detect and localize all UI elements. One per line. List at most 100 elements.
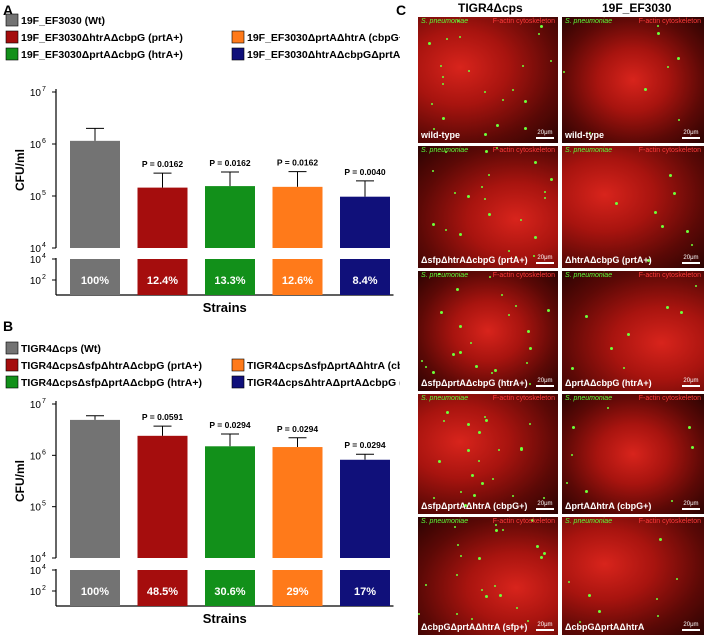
bacteria-spot (441, 82, 444, 85)
bar-lower (272, 259, 323, 295)
bacteria-spot (483, 415, 486, 418)
micrograph: S. pneumoniae F-actin cytoskeleton ΔprtAΔc… (562, 271, 704, 391)
bacteria-spot (490, 371, 493, 374)
scale-line (682, 137, 700, 139)
scale-label: 20μm (683, 130, 699, 136)
panel-b-letter: B (3, 318, 14, 334)
scale-label: 20μm (537, 378, 553, 384)
bacteria-spot (454, 526, 457, 529)
bacteria-spot (528, 422, 531, 425)
percent-label: 48.5% (147, 586, 178, 598)
bacteria-spot (496, 124, 500, 128)
bacteria-spot (607, 407, 610, 410)
scale-bar: 20μm (536, 130, 554, 139)
bacteria-spot (539, 24, 543, 28)
strain-label: ΔprtAΔcbpG (htrA+) (565, 378, 652, 388)
bacteria-spot (455, 612, 458, 615)
chart-b: TIGR4Δcps (Wt) TIGR4ΔcpsΔsfpΔhtrAΔcbpG (p… (5, 341, 400, 626)
legend-label: TIGR4Δcps (Wt) (21, 343, 101, 355)
bacteria-spot (497, 449, 500, 452)
bacteria-spot (677, 57, 681, 61)
y-tick-exponent: 4 (42, 242, 46, 249)
bacteria-spot (440, 64, 443, 67)
bacteria-spot (520, 448, 524, 451)
bacteria-spot (584, 490, 588, 493)
scale-line (682, 262, 700, 264)
bacteria-spot (464, 504, 468, 508)
bacteria-spot (567, 580, 570, 583)
bacteria-spot (544, 191, 546, 194)
y-tick-label: 10 (30, 503, 42, 514)
bacteria-spot (444, 150, 447, 153)
bacteria-spot (483, 91, 486, 94)
strain-label: wild-type (421, 130, 461, 140)
bar (70, 140, 120, 248)
bacteria-spot (520, 219, 523, 222)
bacteria-spot (525, 362, 528, 365)
bacteria-spot (458, 232, 462, 236)
bacteria-spot (493, 369, 497, 373)
stain-label-green: S. pneumoniae (565, 18, 613, 25)
y-tick-exponent: 6 (42, 449, 46, 456)
bacteria-spot (471, 474, 475, 478)
micrograph: S. pneumoniae F-actin cytoskeleton ΔsfpΔht… (418, 146, 558, 268)
y-tick-label: 10 (30, 554, 42, 565)
bacteria-spot (485, 149, 489, 153)
lower-tick-exponent: 4 (42, 253, 46, 260)
bar (70, 419, 120, 558)
bacteria-spot (454, 192, 457, 195)
micrograph: S. pneumoniae F-actin cytoskeleton ΔsfpΔpr… (418, 394, 558, 514)
scale-bar: 20μm (682, 622, 700, 631)
percent-label: 8.4% (352, 275, 377, 287)
bacteria-spot (528, 382, 531, 385)
scale-line (536, 629, 554, 631)
bacteria-spot (430, 102, 433, 105)
bacteria-spot (521, 64, 524, 67)
bacteria-spot (657, 32, 661, 36)
legend-swatch (5, 13, 19, 27)
stain-label-red: F-actin cytoskeleton (638, 395, 701, 402)
stain-label-green: S. pneumoniae (565, 272, 613, 279)
y-tick-label: 10 (30, 140, 42, 151)
bacteria-spot (538, 33, 541, 36)
y-tick-label: 10 (30, 400, 42, 411)
bacteria-spot (657, 614, 660, 617)
bacteria-spot (481, 588, 483, 591)
legend-swatch (5, 30, 19, 44)
percent-label: 13.3% (214, 275, 245, 287)
p-value-label: P = 0.0162 (209, 158, 250, 168)
bacteria-spot (661, 225, 665, 229)
scale-label: 20μm (683, 622, 699, 628)
bacteria-spot (460, 554, 462, 557)
p-value-label: P = 0.0040 (344, 167, 385, 177)
strain-label: ΔcbpGΔprtAΔhtrA (sfp+) (421, 622, 528, 632)
bacteria-spot (496, 147, 499, 150)
bacteria-spot (437, 273, 440, 276)
bacteria-spot (549, 177, 553, 181)
legend-swatch (5, 341, 19, 355)
stain-label-green: S. pneumoniae (421, 272, 469, 279)
micrograph: S. pneumoniae F-actin cytoskeleton ΔcbpGΔp… (418, 517, 558, 635)
scale-label: 20μm (537, 255, 553, 261)
p-value-label: P = 0.0294 (209, 420, 250, 430)
scale-line (536, 385, 554, 387)
stain-label-green: S. pneumoniae (565, 518, 613, 525)
bar (272, 447, 323, 558)
bacteria-spot (542, 552, 546, 556)
scale-bar: 20μm (536, 255, 554, 264)
bacteria-spot (678, 119, 681, 122)
bacteria-spot (528, 346, 532, 350)
bacteria-spot (478, 460, 481, 462)
legend-label: TIGR4ΔcpsΔhtrAΔprtAΔcbpG (sfp+) (247, 377, 400, 389)
bacteria-spot (587, 593, 591, 597)
bacteria-spot (455, 287, 459, 291)
bacteria-spot (460, 491, 462, 494)
bacteria-spot (502, 528, 504, 531)
bacteria-spot (654, 210, 658, 214)
bacteria-spot (542, 497, 545, 500)
y-tick-label: 10 (30, 244, 42, 255)
bar (340, 196, 390, 248)
y-tick-label: 10 (30, 451, 42, 462)
bacteria-spot (534, 160, 538, 164)
bacteria-spot (570, 367, 574, 370)
